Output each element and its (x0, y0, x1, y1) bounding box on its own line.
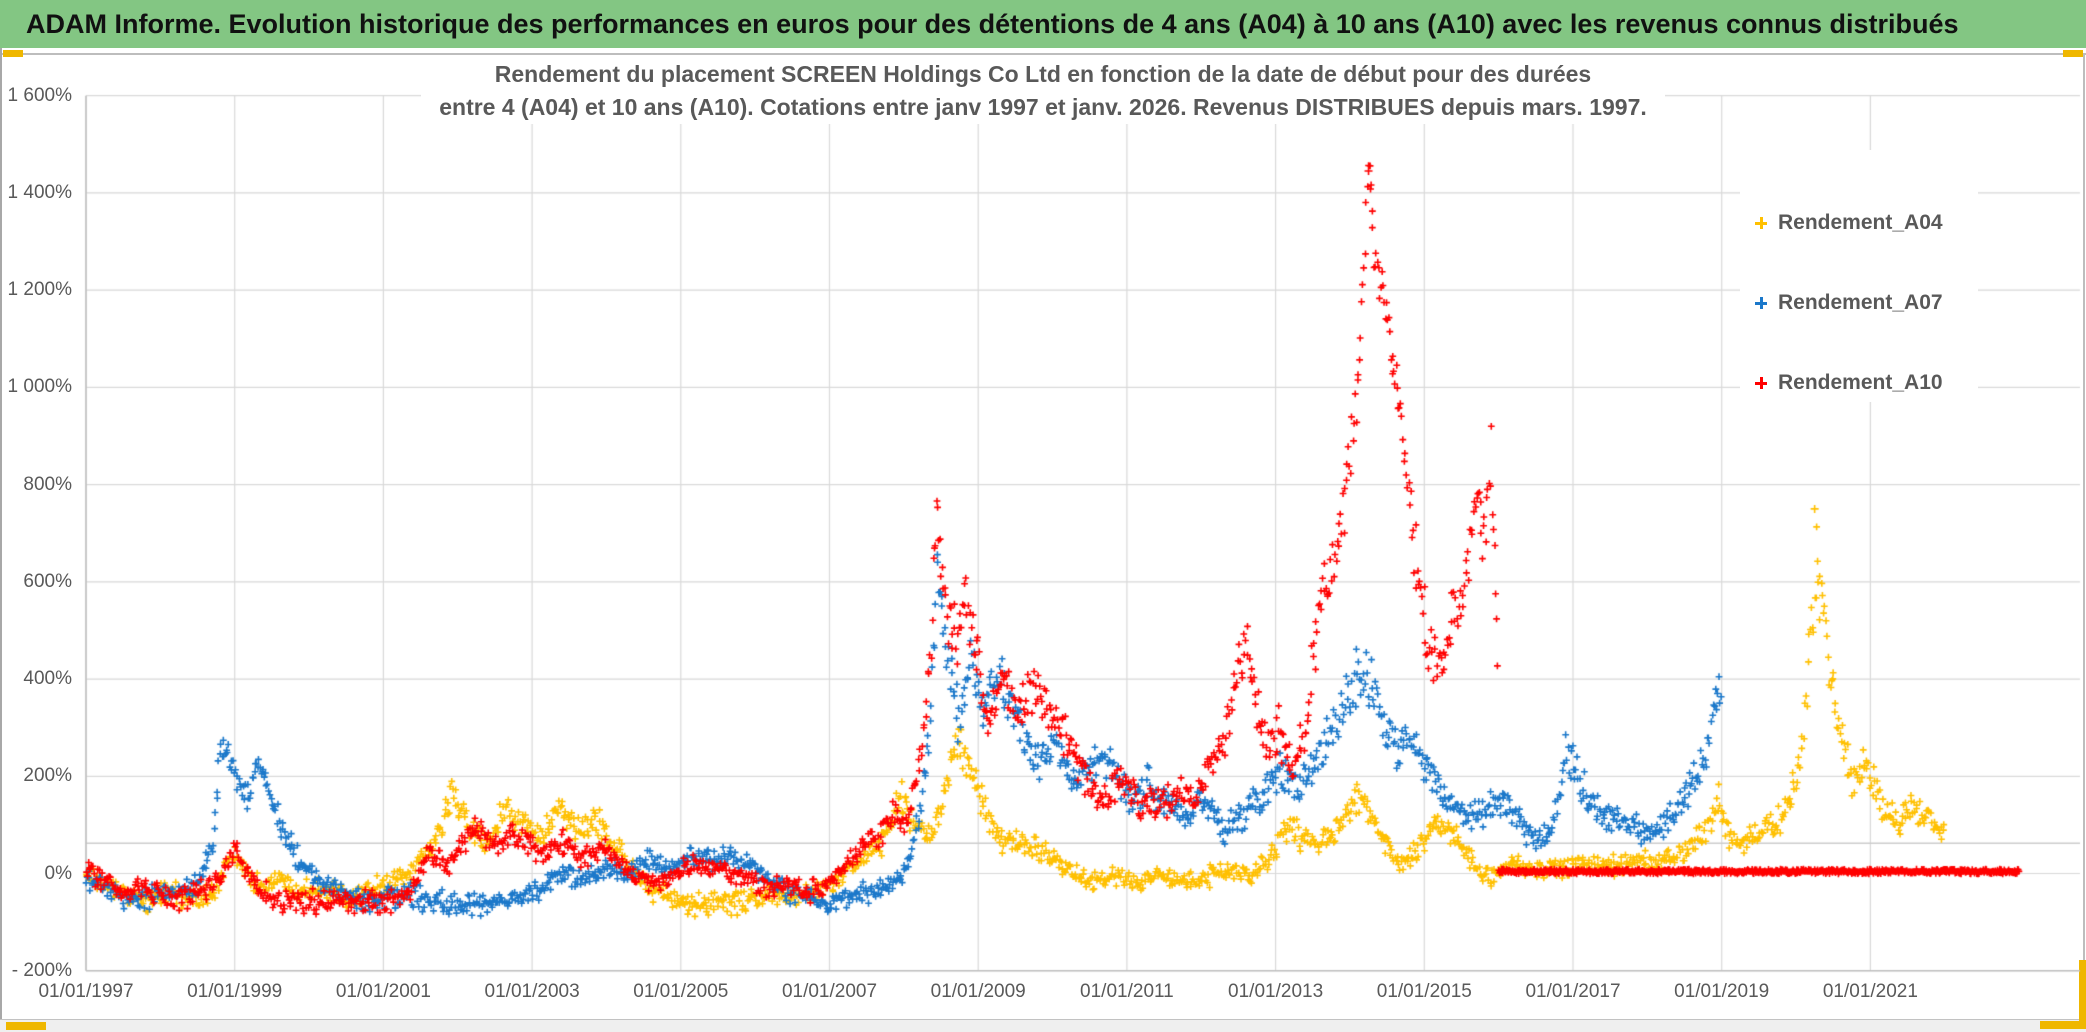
y-tick-label: 1 200% (7, 279, 72, 301)
legend-label: Rendement_A10 (1778, 371, 1943, 394)
legend-item-a04[interactable]: Rendement_A04 (1740, 208, 1978, 238)
legend-label: Rendement_A07 (1778, 291, 1943, 314)
legend-item-a10[interactable]: Rendement_A10 (1740, 368, 1978, 398)
x-tick-label: 01/01/2003 (484, 981, 580, 1002)
x-tick-label: 01/01/2019 (1674, 981, 1770, 1002)
x-tick-label: 01/01/2009 (930, 981, 1026, 1002)
plus-marker-icon (1754, 376, 1768, 390)
legend-label: Rendement_A04 (1778, 211, 1943, 234)
chart-title-line1: Rendement du placement SCREEN Holdings C… (494, 61, 1592, 87)
plus-marker-icon (1754, 216, 1768, 230)
x-tick-label: 01/01/2017 (1525, 981, 1621, 1002)
y-tick-label: 600% (23, 570, 72, 592)
x-tick-label: 01/01/2021 (1822, 981, 1918, 1002)
y-tick-label: 0% (44, 862, 72, 884)
x-tick-label: 01/01/2013 (1228, 981, 1324, 1002)
y-tick-label: 800% (23, 473, 72, 495)
x-tick-label: 01/01/2005 (633, 981, 729, 1002)
x-tick-label: 01/01/2001 (335, 981, 431, 1002)
y-tick-label: 1 000% (7, 376, 72, 398)
x-tick-label: 01/01/2015 (1376, 981, 1472, 1002)
y-tick-label: 400% (23, 668, 72, 690)
x-tick-label: 01/01/1997 (38, 981, 134, 1002)
chart-title: Rendement du placement SCREEN Holdings C… (421, 58, 1665, 124)
plus-marker-icon (1754, 296, 1768, 310)
legend[interactable]: Rendement_A04 Rendement_A07 Rendement_A1… (1740, 150, 1978, 402)
y-tick-label: 1 600% (7, 84, 72, 106)
x-tick-label: 01/01/2011 (1080, 981, 1174, 1002)
y-tick-label: 1 400% (7, 181, 72, 203)
chart-title-line2: entre 4 (A04) et 10 ans (A10). Cotations… (439, 94, 1647, 120)
y-tick-label: 200% (23, 765, 72, 787)
y-tick-label: - 200% (11, 959, 72, 981)
x-tick-label: 01/01/1999 (187, 981, 283, 1002)
legend-item-a07[interactable]: Rendement_A07 (1740, 288, 1978, 318)
x-tick-label: 01/01/2007 (781, 981, 878, 1002)
